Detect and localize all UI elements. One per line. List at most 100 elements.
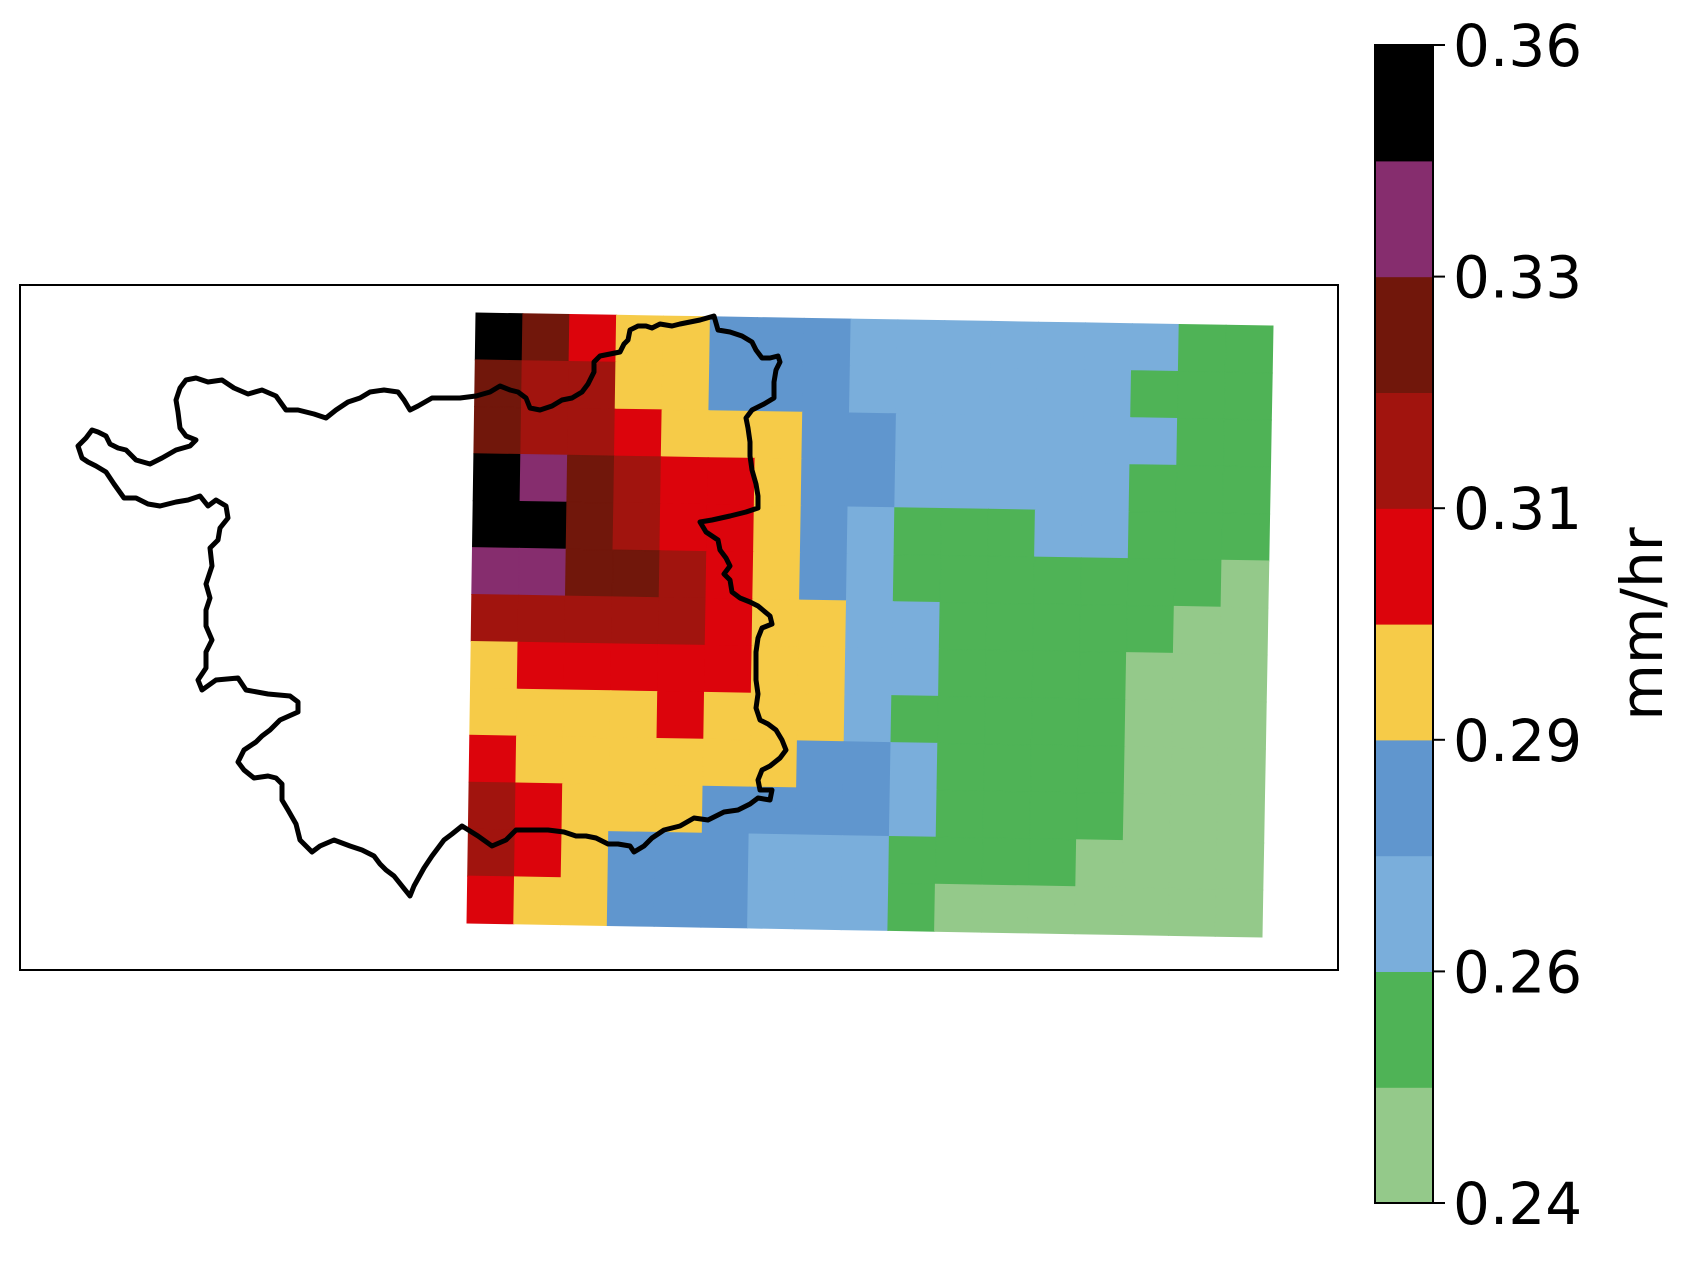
grid-cell — [845, 553, 895, 603]
grid-cell — [935, 789, 985, 839]
grid-cell — [515, 735, 564, 785]
grid-cell — [888, 835, 937, 885]
grid-cell — [466, 875, 516, 925]
grid-cell — [747, 880, 796, 930]
grid-cell — [1037, 321, 1087, 371]
grid-cell — [894, 460, 944, 510]
grid-cell — [513, 876, 562, 926]
grid-cell — [892, 554, 942, 604]
grid-cell — [982, 790, 1032, 840]
grid-cell — [895, 366, 945, 416]
grid-cell — [1177, 370, 1226, 420]
grid-cell — [846, 506, 896, 556]
grid-cell — [1074, 886, 1124, 936]
grid-cell — [848, 365, 898, 415]
grid-cell — [1078, 651, 1128, 701]
grid-cell — [519, 453, 569, 503]
grid-cell — [701, 832, 750, 882]
grid-cell — [842, 741, 892, 791]
grid-cell — [938, 648, 987, 698]
grid-cell — [657, 597, 707, 646]
grid-cell — [1033, 556, 1082, 606]
grid-cell — [468, 734, 518, 784]
grid-cell — [1223, 371, 1273, 421]
grid-cell — [608, 784, 657, 833]
grid-cell — [1031, 650, 1081, 700]
grid-cell — [1027, 885, 1077, 935]
grid-cell — [1123, 746, 1173, 795]
grid-cell — [609, 690, 659, 740]
grid-cell — [802, 364, 851, 414]
grid-cell — [567, 407, 616, 457]
grid-cell — [521, 313, 571, 363]
grid-cell — [1130, 323, 1180, 373]
grid-cell — [565, 501, 615, 551]
grid-cell — [845, 600, 894, 650]
grid-cell — [1034, 462, 1084, 512]
grid-cell — [469, 640, 519, 690]
grid-cell — [844, 647, 894, 697]
grid-cell — [1174, 511, 1224, 561]
grid-cell — [1032, 603, 1082, 653]
grid-cell — [939, 554, 989, 604]
grid-cell — [520, 407, 569, 456]
colorbar-ticks: 0.24 0.26 0.29 0.31 0.33 0.36 — [1433, 12, 1582, 1238]
grid-cell — [986, 555, 1036, 605]
grid-cell — [942, 367, 992, 416]
grid-cell — [752, 551, 801, 601]
grid-cell — [941, 414, 991, 463]
grid-cell — [1082, 416, 1132, 466]
grid-cell — [1218, 653, 1268, 703]
grid-cell — [796, 740, 845, 790]
grid-cell — [754, 410, 804, 460]
grid-cell — [562, 736, 611, 786]
grid-cell — [1222, 465, 1272, 515]
grid-cell — [661, 362, 711, 412]
grid-cell — [847, 459, 897, 509]
grid-cell — [941, 461, 990, 510]
grid-cell — [1176, 417, 1225, 467]
grid-cell — [1215, 841, 1265, 891]
colorbar-band — [1375, 971, 1433, 1088]
grid-cell — [1036, 368, 1086, 418]
grid-cell — [798, 599, 848, 649]
grid-cell — [1172, 652, 1221, 702]
grid-cell — [660, 456, 709, 506]
grid-cell — [653, 878, 703, 928]
grid-cell — [1169, 793, 1219, 843]
grid-cell — [1223, 418, 1272, 468]
grid-cell — [1035, 415, 1085, 465]
grid-cell — [797, 646, 847, 696]
grid-cell — [800, 458, 850, 508]
precipitation-grid — [466, 312, 1274, 938]
grid-cell — [983, 743, 1032, 793]
grid-cell — [1171, 699, 1220, 749]
grid-cell — [1121, 840, 1171, 889]
grid-cell — [1030, 697, 1080, 747]
grid-cell — [471, 547, 520, 596]
grid-cell — [564, 595, 613, 645]
grid-cell — [1077, 698, 1127, 748]
grid-cell — [613, 408, 663, 458]
grid-cell — [938, 601, 988, 651]
grid-cell — [887, 882, 936, 932]
grid-cell — [474, 359, 523, 409]
grid-cell — [796, 693, 846, 743]
grid-cell — [990, 320, 1040, 370]
grid-cell — [799, 552, 848, 602]
grid-cell — [1080, 510, 1130, 560]
grid-cell — [1173, 558, 1223, 608]
grid-cell — [987, 508, 1036, 558]
grid-cell — [840, 882, 890, 931]
grid-cell — [1076, 745, 1126, 795]
colorbar-tick-label: 0.36 — [1453, 12, 1582, 80]
grid-cell — [518, 500, 568, 550]
grid-cell — [559, 877, 609, 927]
grid-cell — [1224, 324, 1274, 374]
grid-cell — [1128, 464, 1178, 513]
grid-cell — [467, 781, 517, 831]
grid-cell — [753, 504, 802, 554]
colorbar-band — [1375, 624, 1433, 741]
colorbar-frame — [1374, 44, 1434, 1204]
colorbar-label: mm/hr — [1608, 527, 1676, 720]
